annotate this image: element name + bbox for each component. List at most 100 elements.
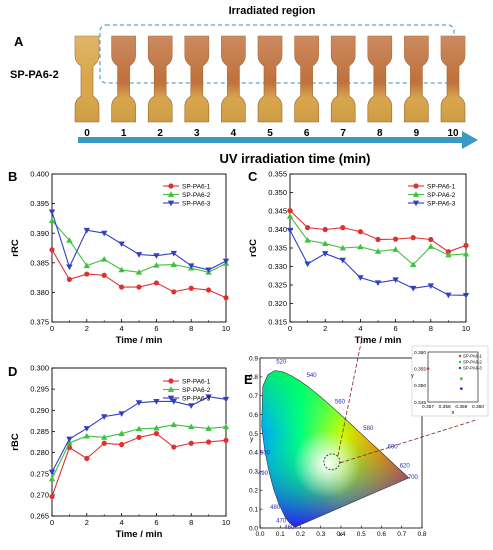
time-label: 1 [121, 128, 127, 139]
data-point [393, 236, 399, 242]
x-tick-label: 6 [394, 324, 398, 333]
inset-y-tick-label: 0.360 [414, 350, 426, 356]
y-tick-label: 0.2 [249, 488, 258, 495]
y-tick-label: 0.280 [30, 448, 49, 457]
data-point [222, 396, 230, 403]
data-point [286, 227, 294, 234]
data-point [171, 289, 177, 295]
x-tick-label: 0.4 [336, 531, 345, 538]
wavelength-label: 460 [284, 525, 295, 531]
dogbone-specimen [367, 35, 393, 123]
data-point [413, 183, 419, 189]
data-point [305, 225, 311, 231]
panel-c: C 0.3150.3200.3250.3300.3350.3400.3450.3… [248, 169, 470, 346]
wavelength-label: 620 [400, 464, 411, 470]
data-point [375, 236, 381, 243]
data-point [412, 200, 420, 207]
specimen-shading [441, 36, 465, 122]
panel-a-sample-label: SP-PA6-2 [10, 69, 59, 81]
data-point [101, 414, 108, 420]
inset-y-tick-label: 0.345 [414, 400, 426, 406]
inset-x-tick-label: 0.358 [439, 404, 451, 410]
data-point [223, 437, 229, 443]
x-axis-label: Time / min [116, 335, 163, 346]
data-point [357, 229, 363, 235]
data-point [118, 241, 125, 248]
y-tick-label: 0.285 [30, 427, 49, 436]
time-label: 5 [267, 128, 273, 139]
y-tick-label: 0.5 [249, 431, 258, 438]
y-tick-label: 0.340 [268, 225, 287, 234]
y-tick-label: 0.375 [30, 318, 49, 327]
series-line [51, 396, 227, 473]
specimen-shading [404, 36, 429, 122]
data-point [205, 425, 212, 431]
data-point [136, 434, 142, 440]
data-point [153, 430, 159, 437]
x-axis-label: Time / min [355, 335, 402, 346]
series-line [51, 211, 227, 271]
data-point [118, 411, 125, 417]
legend-entry: SP-PA6-3 [182, 201, 211, 208]
y-tick-label: 0.7 [249, 393, 258, 400]
dogbone-specimen [257, 35, 283, 123]
data-point [357, 243, 364, 250]
data-point [339, 257, 346, 264]
data-point [153, 280, 159, 286]
y-tick-label: 0.330 [268, 262, 287, 271]
inset-legend-entry: SP-PA6-1 [463, 354, 482, 359]
x-tick-label: 2 [85, 518, 89, 527]
panel-d: D 0.265 0.270 0.275 0.280 0.285 0.290 0.295 0.3… [8, 364, 230, 540]
data-point [286, 212, 294, 219]
data-point [427, 243, 434, 249]
panel-a-label: A [14, 34, 24, 49]
data-point [410, 285, 417, 292]
inset-data-point [459, 377, 463, 381]
data-point [136, 284, 142, 290]
dogbone-specimens [74, 35, 466, 123]
data-point [48, 209, 56, 216]
y-tick-label: 0.6 [249, 412, 258, 419]
data-point [83, 426, 90, 432]
wavelength-label: 480 [270, 505, 281, 511]
inset-data-point [426, 367, 430, 371]
x-tick-label: 0 [50, 518, 54, 527]
time-label: 0 [84, 128, 90, 139]
data-point [287, 208, 293, 214]
data-point [118, 430, 125, 436]
data-point [205, 267, 212, 274]
data-point [170, 261, 177, 267]
data-point [168, 183, 174, 189]
y-tick-label: 0.390 [30, 229, 49, 238]
y-tick-label: 0.385 [30, 258, 49, 267]
data-point [118, 266, 125, 273]
x-tick-label: 2 [323, 324, 327, 333]
dogbone-specimen [111, 35, 136, 123]
data-point [153, 261, 160, 268]
y-tick-label: 0.315 [268, 318, 287, 327]
x-tick-label: 4 [120, 518, 124, 527]
time-label: 9 [414, 128, 420, 139]
data-point [171, 444, 177, 450]
panel-d-label: D [8, 364, 17, 379]
inset-x-tick-label: 0.360 [472, 404, 484, 410]
x-tick-label: 0.5 [357, 531, 366, 538]
data-point [392, 246, 399, 252]
data-point [101, 272, 107, 278]
data-point [410, 261, 417, 268]
x-tick-label: 6 [154, 324, 158, 333]
y-tick-label: 0.1 [249, 506, 258, 513]
data-point [357, 275, 364, 281]
data-point [304, 261, 311, 268]
wavelength-label: 470 [276, 518, 287, 524]
data-point [153, 253, 160, 259]
specimen-shading [331, 36, 356, 122]
data-point [445, 249, 451, 255]
wavelength-label: 600 [388, 445, 399, 451]
specimen-shading [258, 36, 282, 122]
data-point [66, 237, 73, 243]
y-tick-label: 0.320 [268, 299, 287, 308]
panel-c-label: C [248, 169, 258, 184]
dogbone-specimen [330, 35, 356, 123]
